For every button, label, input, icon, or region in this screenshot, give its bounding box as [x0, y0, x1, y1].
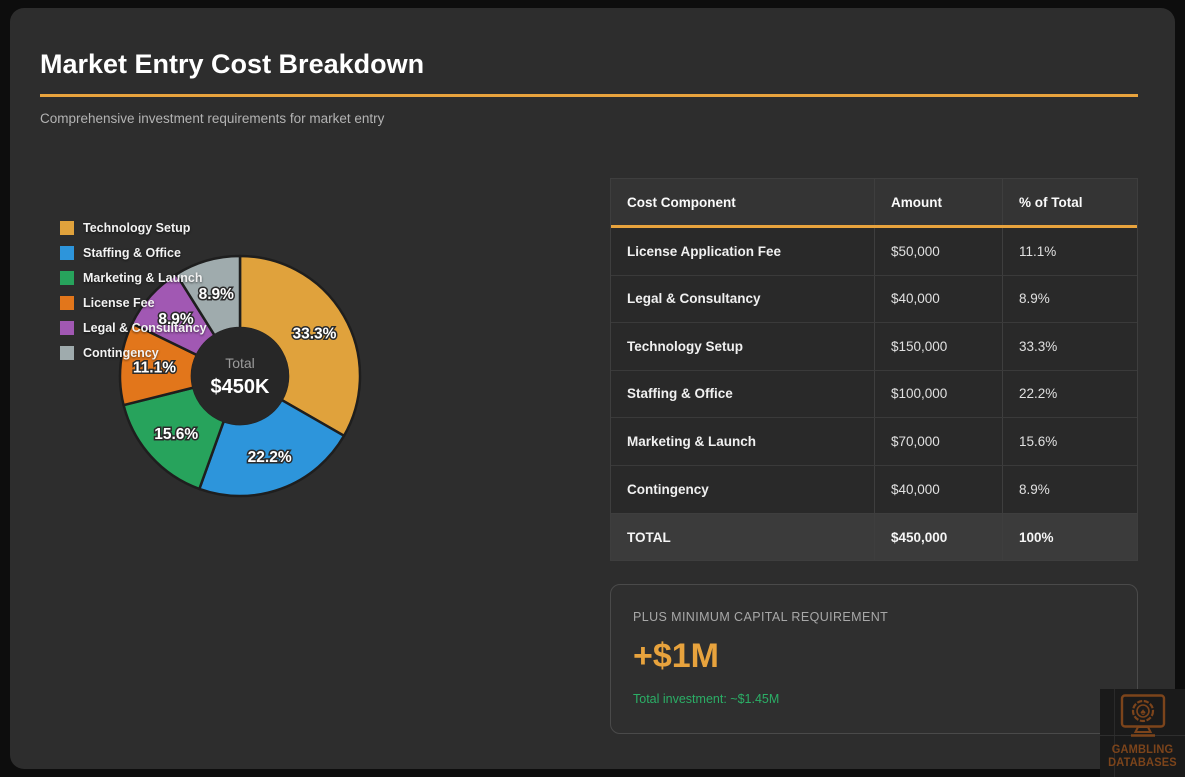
pie-percent-label: 15.6% — [154, 426, 198, 443]
table-row-staffing-office: Staffing & Office $100,000 22.2% — [611, 370, 1137, 418]
cell-component: Technology Setup — [627, 338, 744, 354]
legend-swatch — [60, 270, 74, 285]
total-investment-note: Total investment: ~$1.45M — [633, 692, 780, 706]
legend-item-contingency[interactable]: Contingency — [60, 340, 207, 365]
cost-table: Cost Component Amount % of Total License… — [610, 178, 1138, 561]
total-amount: $450,000 — [874, 514, 1002, 560]
legend-swatch — [60, 320, 74, 335]
cell-component: License Application Fee — [627, 243, 782, 259]
cell-amount: $50,000 — [874, 228, 1002, 275]
cell-amount: $40,000 — [874, 465, 1002, 513]
legend-label: Legal & Consultancy — [83, 320, 207, 335]
table-total-row: TOTAL $450,000 100% — [611, 513, 1137, 560]
watermark-line2: DATABASES — [1108, 755, 1177, 769]
casino-monitor-icon: ♠ — [1120, 694, 1165, 737]
accent-divider — [40, 94, 1138, 97]
cell-component: Contingency — [627, 481, 709, 497]
table-row-contingency: Contingency $40,000 8.9% — [611, 465, 1137, 513]
table-row-license-application-fee: License Application Fee $50,000 11.1% — [611, 228, 1137, 276]
cell-percent: 8.9% — [1002, 275, 1137, 322]
cell-amount: $100,000 — [874, 370, 1002, 417]
svg-text:♠: ♠ — [1140, 707, 1146, 718]
donut-center-value: $450K — [211, 376, 270, 398]
page-subtitle: Comprehensive investment requirements fo… — [40, 111, 385, 126]
cell-percent: 33.3% — [1002, 323, 1137, 370]
total-label: TOTAL — [627, 529, 671, 545]
table-header-percent-of-total: % of Total — [1002, 179, 1137, 225]
donut-center — [191, 327, 289, 425]
legend-label: Marketing & Launch — [83, 270, 203, 285]
legend-label: Contingency — [83, 345, 159, 360]
cell-amount: $40,000 — [874, 275, 1002, 322]
cell-percent: 8.9% — [1002, 465, 1137, 513]
legend-label: License Fee — [83, 295, 155, 310]
table-row-technology-setup: Technology Setup $150,000 33.3% — [611, 323, 1137, 371]
cell-component: Staffing & Office — [627, 386, 733, 402]
chart-legend: Technology Setup Staffing & Office Marketi… — [60, 215, 207, 365]
capital-requirement-box: PLUS MINIMUM CAPITAL REQUIREMENT +$1M To… — [610, 584, 1138, 734]
legend-label: Staffing & Office — [83, 245, 181, 260]
legend-swatch — [60, 345, 74, 360]
report-card: Market Entry Cost Breakdown Comprehensiv… — [10, 8, 1175, 769]
legend-item-license-fee[interactable]: License Fee — [60, 290, 207, 315]
cell-component: Legal & Consultancy — [627, 291, 761, 307]
legend-swatch — [60, 295, 74, 310]
pie-percent-label: 11.1% — [133, 360, 176, 377]
legend-swatch — [60, 220, 74, 235]
donut-center-label: Total — [225, 355, 255, 371]
capital-requirement-label: PLUS MINIMUM CAPITAL REQUIREMENT — [633, 610, 889, 624]
legend-item-technology-setup[interactable]: Technology Setup — [60, 215, 207, 240]
pie-percent-label: 33.3% — [292, 325, 336, 342]
cell-amount: $70,000 — [874, 418, 1002, 465]
legend-label: Technology Setup — [83, 220, 191, 235]
capital-requirement-value: +$1M — [633, 637, 719, 675]
cell-percent: 15.6% — [1002, 418, 1137, 465]
pie-percent-label: 8.9% — [158, 311, 194, 328]
legend-item-staffing-office[interactable]: Staffing & Office — [60, 240, 207, 265]
table-row-marketing-launch: Marketing & Launch $70,000 15.6% — [611, 418, 1137, 466]
pie-percent-label: 8.9% — [199, 286, 235, 303]
watermark: ♠ GAMBLING DATABASES — [1100, 689, 1185, 777]
legend-item-legal-consultancy[interactable]: Legal & Consultancy — [60, 315, 207, 340]
table-header-row: Cost Component Amount % of Total — [611, 179, 1137, 228]
legend-swatch — [60, 245, 74, 260]
cell-percent: 22.2% — [1002, 370, 1137, 417]
table-body: License Application Fee $50,000 11.1% Legal… — [611, 228, 1137, 513]
total-percent: 100% — [1002, 514, 1137, 560]
donut-chart: Total $450K 33.3% 22.2% 15.6% 11.1% 8.9% 8.9% — [118, 254, 362, 498]
pie-percent-label: 22.2% — [248, 449, 292, 466]
watermark-line1: GAMBLING — [1111, 742, 1174, 756]
page-title: Market Entry Cost Breakdown — [40, 49, 425, 79]
cell-percent: 11.1% — [1002, 228, 1137, 275]
cell-amount: $150,000 — [874, 323, 1002, 370]
legend-item-marketing-launch[interactable]: Marketing & Launch — [60, 265, 207, 290]
table-header-cost-component: Cost Component — [627, 194, 736, 210]
cell-component: Marketing & Launch — [627, 433, 757, 449]
table-row-legal-consultancy: Legal & Consultancy $40,000 8.9% — [611, 275, 1137, 323]
table-header-amount: Amount — [874, 179, 1002, 225]
